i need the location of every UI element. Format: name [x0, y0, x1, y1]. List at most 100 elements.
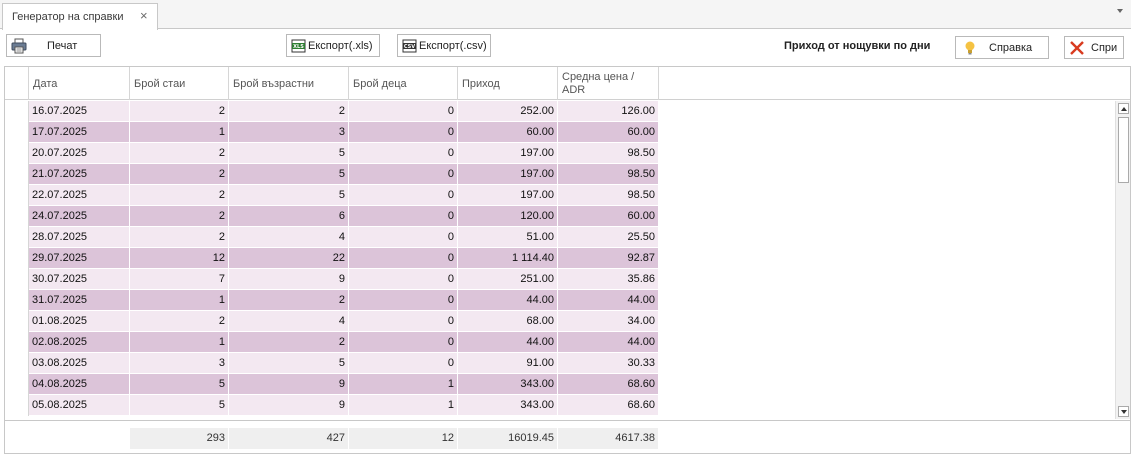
row-indicator[interactable]	[5, 395, 29, 416]
cell-adults[interactable]: 5	[229, 143, 349, 164]
cell-date[interactable]: 16.07.2025	[29, 101, 130, 122]
cell-rooms[interactable]: 5	[130, 374, 229, 395]
table-row[interactable]: 22.07.2025 2 5 0 197.00 98.50	[5, 185, 659, 206]
cell-adr[interactable]: 98.50	[558, 185, 659, 206]
cell-adr[interactable]: 34.00	[558, 311, 659, 332]
table-row[interactable]: 05.08.2025 5 9 1 343.00 68.60	[5, 395, 659, 416]
cell-children[interactable]: 0	[349, 311, 458, 332]
row-indicator[interactable]	[5, 227, 29, 248]
cell-adr[interactable]: 126.00	[558, 101, 659, 122]
cell-rooms[interactable]: 1	[130, 122, 229, 143]
cell-revenue[interactable]: 44.00	[458, 332, 558, 353]
row-indicator[interactable]	[5, 122, 29, 143]
table-row[interactable]: 30.07.2025 7 9 0 251.00 35.86	[5, 269, 659, 290]
cell-children[interactable]: 1	[349, 395, 458, 416]
cell-date[interactable]: 29.07.2025	[29, 248, 130, 269]
chevron-down-icon[interactable]	[1117, 9, 1123, 13]
cell-adults[interactable]: 5	[229, 185, 349, 206]
scroll-thumb[interactable]	[1118, 117, 1129, 183]
column-header-rooms[interactable]: Брой стаи	[130, 67, 229, 100]
cell-revenue[interactable]: 1 114.40	[458, 248, 558, 269]
table-row[interactable]: 29.07.2025 12 22 0 1 114.40 92.87	[5, 248, 659, 269]
cell-rooms[interactable]: 7	[130, 269, 229, 290]
cell-date[interactable]: 02.08.2025	[29, 332, 130, 353]
cell-adults[interactable]: 9	[229, 269, 349, 290]
cell-date[interactable]: 05.08.2025	[29, 395, 130, 416]
vertical-scrollbar[interactable]	[1115, 101, 1130, 419]
row-indicator[interactable]	[5, 353, 29, 374]
cell-adr[interactable]: 44.00	[558, 332, 659, 353]
cell-revenue[interactable]: 68.00	[458, 311, 558, 332]
cell-adr[interactable]: 92.87	[558, 248, 659, 269]
cell-adults[interactable]: 3	[229, 122, 349, 143]
column-header-children[interactable]: Брой деца	[349, 67, 458, 100]
cell-date[interactable]: 01.08.2025	[29, 311, 130, 332]
cell-children[interactable]: 0	[349, 122, 458, 143]
cell-date[interactable]: 22.07.2025	[29, 185, 130, 206]
cell-date[interactable]: 30.07.2025	[29, 269, 130, 290]
cell-adr[interactable]: 98.50	[558, 143, 659, 164]
help-button[interactable]: Справка	[955, 36, 1049, 59]
table-row[interactable]: 21.07.2025 2 5 0 197.00 98.50	[5, 164, 659, 185]
cell-rooms[interactable]: 2	[130, 143, 229, 164]
cell-adr[interactable]: 98.50	[558, 164, 659, 185]
cell-revenue[interactable]: 252.00	[458, 101, 558, 122]
row-indicator[interactable]	[5, 311, 29, 332]
cell-adults[interactable]: 2	[229, 332, 349, 353]
row-indicator[interactable]	[5, 143, 29, 164]
cell-children[interactable]: 0	[349, 332, 458, 353]
print-button[interactable]: Печат	[6, 34, 101, 57]
tab-report-generator[interactable]: Генератор на справки ×	[2, 3, 158, 30]
cell-children[interactable]: 0	[349, 164, 458, 185]
cell-revenue[interactable]: 91.00	[458, 353, 558, 374]
row-indicator[interactable]	[5, 374, 29, 395]
cell-date[interactable]: 28.07.2025	[29, 227, 130, 248]
cell-adr[interactable]: 30.33	[558, 353, 659, 374]
row-indicator[interactable]	[5, 290, 29, 311]
cell-date[interactable]: 04.08.2025	[29, 374, 130, 395]
cell-rooms[interactable]: 1	[130, 290, 229, 311]
row-indicator[interactable]	[5, 206, 29, 227]
cell-revenue[interactable]: 197.00	[458, 143, 558, 164]
row-indicator[interactable]	[5, 101, 29, 122]
cell-revenue[interactable]: 120.00	[458, 206, 558, 227]
cell-children[interactable]: 0	[349, 353, 458, 374]
table-row[interactable]: 03.08.2025 3 5 0 91.00 30.33	[5, 353, 659, 374]
cell-adults[interactable]: 22	[229, 248, 349, 269]
table-row[interactable]: 17.07.2025 1 3 0 60.00 60.00	[5, 122, 659, 143]
cell-adults[interactable]: 9	[229, 374, 349, 395]
cell-rooms[interactable]: 12	[130, 248, 229, 269]
cell-adr[interactable]: 60.00	[558, 206, 659, 227]
cell-revenue[interactable]: 197.00	[458, 185, 558, 206]
cell-rooms[interactable]: 2	[130, 101, 229, 122]
cell-revenue[interactable]: 197.00	[458, 164, 558, 185]
cell-date[interactable]: 17.07.2025	[29, 122, 130, 143]
table-row[interactable]: 16.07.2025 2 2 0 252.00 126.00	[5, 101, 659, 122]
cell-rooms[interactable]: 3	[130, 353, 229, 374]
cell-revenue[interactable]: 251.00	[458, 269, 558, 290]
cell-adr[interactable]: 68.60	[558, 374, 659, 395]
cell-revenue[interactable]: 343.00	[458, 395, 558, 416]
export-csv-button[interactable]: CSV Експорт(.csv)	[397, 34, 491, 57]
scroll-up-icon[interactable]	[1118, 103, 1129, 114]
cell-revenue[interactable]: 343.00	[458, 374, 558, 395]
cell-children[interactable]: 0	[349, 269, 458, 290]
cell-adr[interactable]: 68.60	[558, 395, 659, 416]
cell-date[interactable]: 21.07.2025	[29, 164, 130, 185]
table-row[interactable]: 01.08.2025 2 4 0 68.00 34.00	[5, 311, 659, 332]
table-row[interactable]: 28.07.2025 2 4 0 51.00 25.50	[5, 227, 659, 248]
cell-adults[interactable]: 2	[229, 290, 349, 311]
cell-rooms[interactable]: 2	[130, 164, 229, 185]
cell-rooms[interactable]: 2	[130, 227, 229, 248]
cell-rooms[interactable]: 2	[130, 311, 229, 332]
cell-adults[interactable]: 5	[229, 164, 349, 185]
cell-adults[interactable]: 4	[229, 227, 349, 248]
close-icon[interactable]: ×	[140, 8, 148, 23]
cell-revenue[interactable]: 60.00	[458, 122, 558, 143]
cell-adults[interactable]: 4	[229, 311, 349, 332]
cell-adr[interactable]: 25.50	[558, 227, 659, 248]
cell-date[interactable]: 24.07.2025	[29, 206, 130, 227]
cell-adults[interactable]: 5	[229, 353, 349, 374]
column-header-date[interactable]: Дата	[29, 67, 130, 100]
cell-date[interactable]: 20.07.2025	[29, 143, 130, 164]
